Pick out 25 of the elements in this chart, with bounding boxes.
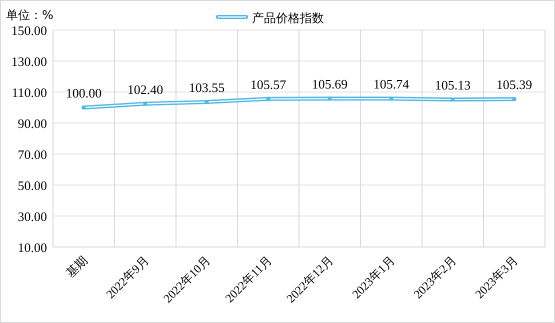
legend-label: 产品价格指数 [252, 11, 324, 25]
point [389, 96, 394, 101]
data-label: 105.69 [312, 76, 348, 92]
data-label: 105.57 [250, 76, 287, 92]
data-label: 100.00 [66, 86, 102, 100]
y-tick-label: 30.00 [18, 209, 47, 224]
point [512, 97, 516, 102]
point [82, 106, 86, 110]
point [328, 96, 332, 101]
data-label: 103.55 [188, 80, 225, 95]
y-tick-label: 90.00 [18, 116, 47, 131]
y-tick-label: 110.00 [12, 85, 47, 100]
y-tick-label: 150.00 [11, 23, 47, 38]
data-label: 105.39 [496, 77, 532, 92]
point [143, 102, 148, 106]
point [266, 96, 270, 101]
data-label: 105.13 [434, 78, 471, 93]
data-label: 102.40 [127, 82, 164, 97]
x-tick-label: 基期 [63, 253, 90, 280]
y-tick-label: 10.00 [18, 240, 47, 255]
y-tick-label: 130.00 [11, 54, 47, 69]
y-tick-label: 50.00 [18, 178, 47, 193]
y-axis-title: 单位：% [6, 8, 54, 22]
data-label: 105.74 [373, 76, 410, 92]
y-tick-label: 70.00 [18, 147, 47, 162]
